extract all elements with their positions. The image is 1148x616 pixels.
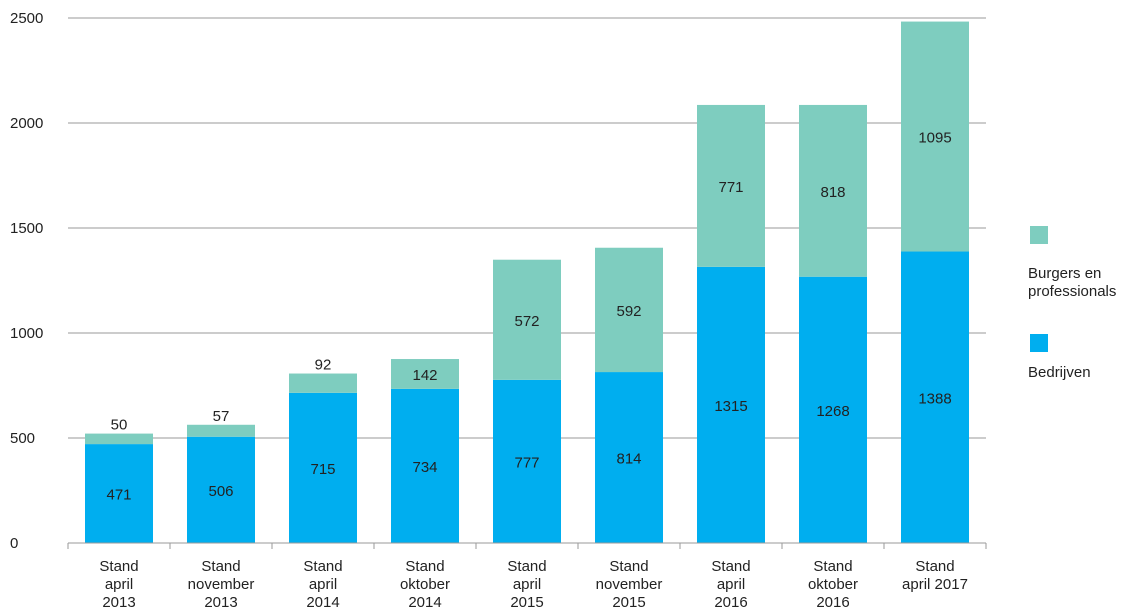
category-label-line: april	[309, 576, 337, 593]
category-label: Stand april 2013	[99, 558, 138, 611]
data-label: 142	[412, 367, 437, 384]
category-label-line: Stand	[507, 558, 546, 575]
data-label: 1095	[918, 130, 951, 147]
data-label: 592	[616, 303, 641, 320]
category-label-line: april	[717, 576, 745, 593]
bars: 471 50 506 57 715 92 734 142 777 572 814 592 1315 771…	[85, 21, 969, 543]
bar-segment-burgers-en-professionals	[187, 424, 255, 437]
bar-segment-burgers-en-professionals	[901, 21, 969, 252]
category-label-line: 2014	[408, 594, 441, 611]
category-label: Stand april 2016	[711, 558, 750, 611]
bar-segment-burgers-en-professionals	[697, 104, 765, 267]
category-label-line: 2016	[714, 594, 747, 611]
category-label-line: 2014	[306, 594, 339, 611]
category-label-line: november	[596, 576, 663, 593]
category-label: Stand april 2014	[303, 558, 342, 611]
y-tick-label: 2000	[10, 115, 43, 132]
bar-segment-bedrijven	[595, 372, 663, 543]
category-label-line: 2013	[204, 594, 237, 611]
bar-segment-burgers-en-professionals	[493, 259, 561, 380]
category-label-line: april	[513, 576, 541, 593]
data-label: 1315	[714, 398, 747, 415]
data-label: 57	[213, 408, 230, 425]
y-axis: 0 500 1000 1500 2000 2500	[10, 10, 43, 552]
category-label: Stand april 2015	[507, 558, 546, 611]
legend-label: Burgers en professionals	[1028, 265, 1116, 300]
category-label-line: 2016	[816, 594, 849, 611]
data-label: 1268	[816, 403, 849, 420]
category-label-line: Stand	[609, 558, 648, 575]
bar-segment-bedrijven	[493, 379, 561, 543]
data-label: 814	[616, 451, 641, 468]
data-label: 1388	[918, 390, 951, 407]
legend-label-line: Bedrijven	[1028, 364, 1091, 381]
category-label-line: Stand	[303, 558, 342, 575]
data-label: 734	[412, 459, 437, 476]
category-label-line: november	[188, 576, 255, 593]
y-tick-label: 1000	[10, 325, 43, 342]
category-label-line: april 2017	[902, 576, 968, 593]
data-label: 572	[514, 313, 539, 330]
category-label-line: oktober	[808, 576, 858, 593]
legend-swatch	[1030, 334, 1048, 352]
legend-label-line: Burgers en	[1028, 265, 1101, 282]
data-label: 471	[106, 487, 131, 504]
bar-segment-bedrijven	[289, 392, 357, 543]
legend-label-line: professionals	[1028, 283, 1116, 300]
bar-segment-bedrijven	[187, 436, 255, 543]
category-label-line: Stand	[405, 558, 444, 575]
category-label-line: Stand	[915, 558, 954, 575]
y-tick-label: 0	[10, 535, 18, 552]
data-label: 715	[310, 461, 335, 478]
category-label-line: Stand	[711, 558, 750, 575]
y-tick-label: 2500	[10, 10, 43, 27]
bar-segment-burgers-en-professionals	[799, 104, 867, 277]
category-label-line: Stand	[201, 558, 240, 575]
data-label: 818	[820, 184, 845, 201]
category-label-line: oktober	[400, 576, 450, 593]
data-label: 92	[315, 357, 332, 374]
legend-label: Bedrijven	[1028, 364, 1091, 381]
bar-segment-bedrijven	[697, 266, 765, 543]
bar-segment-burgers-en-professionals	[289, 373, 357, 393]
legend-swatch	[1030, 226, 1048, 244]
category-label-line: Stand	[813, 558, 852, 575]
y-tick-label: 500	[10, 430, 35, 447]
bar-segment-bedrijven	[391, 388, 459, 543]
category-label: Stand oktober 2016	[808, 558, 858, 611]
data-label: 771	[718, 179, 743, 196]
bar-segment-bedrijven	[799, 276, 867, 543]
y-tick-label: 1500	[10, 220, 43, 237]
data-label: 50	[111, 417, 128, 434]
bar-segment-burgers-en-professionals	[595, 247, 663, 373]
data-label: 777	[514, 454, 539, 471]
category-label: Stand november 2015	[596, 558, 663, 611]
legend: Burgers en professionals Bedrijven	[1028, 226, 1116, 381]
data-label: 506	[208, 483, 233, 500]
category-label: Stand april 2017	[902, 558, 968, 593]
bar-segment-bedrijven	[85, 444, 153, 543]
bar-segment-burgers-en-professionals	[85, 433, 153, 445]
category-label-line: 2015	[612, 594, 645, 611]
category-label: Stand oktober 2014	[400, 558, 450, 611]
bar-segment-bedrijven	[901, 251, 969, 543]
category-label-line: 2015	[510, 594, 543, 611]
category-label-line: april	[105, 576, 133, 593]
category-label-line: Stand	[99, 558, 138, 575]
bar-segment-burgers-en-professionals	[391, 359, 459, 389]
category-label: Stand november 2013	[188, 558, 255, 611]
category-label-line: 2013	[102, 594, 135, 611]
